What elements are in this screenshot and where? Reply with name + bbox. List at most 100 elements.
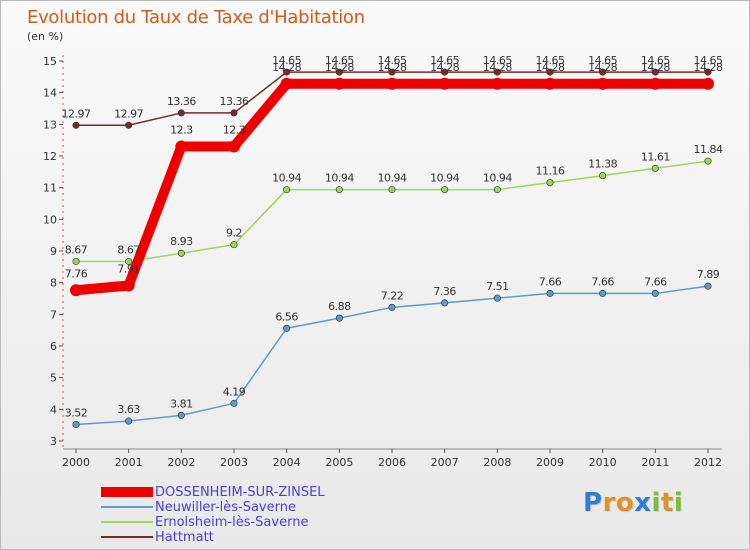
- data-point: [228, 140, 240, 153]
- y-tick-label: 5: [50, 372, 57, 385]
- legend-swatch: [101, 521, 153, 523]
- data-label: 8.67: [65, 243, 88, 256]
- data-point: [704, 157, 712, 165]
- x-tick-label: 2002: [167, 456, 195, 469]
- data-point: [230, 241, 238, 249]
- data-label: 14.65: [272, 54, 301, 67]
- data-point: [704, 282, 712, 290]
- data-label: 14.65: [588, 54, 617, 67]
- data-label: 6.56: [275, 310, 298, 323]
- logo-letter: P: [583, 488, 603, 518]
- data-point: [546, 289, 554, 297]
- data-point: [491, 77, 504, 90]
- y-tick-label: 9: [50, 245, 57, 258]
- x-tick-label: 2000: [62, 456, 90, 469]
- logo-letter: o: [615, 488, 635, 518]
- y-tick-label: 10: [43, 213, 57, 226]
- data-label: 11.61: [641, 150, 670, 163]
- data-label: 14.28: [694, 61, 723, 74]
- data-point: [388, 186, 396, 194]
- data-point: [283, 324, 291, 332]
- y-tick-label: 11: [43, 182, 57, 195]
- data-point: [386, 77, 398, 90]
- data-point: [441, 186, 449, 194]
- y-tick-label: 3: [50, 435, 57, 448]
- data-point: [388, 303, 396, 311]
- data-point: [651, 164, 659, 172]
- data-label: 7.91: [117, 263, 140, 276]
- legend-item-hattmatt: Hattmatt: [99, 530, 499, 545]
- data-label: 10.94: [378, 172, 407, 185]
- data-label: 9.2: [226, 227, 242, 240]
- data-label: 12.97: [62, 107, 91, 120]
- data-point: [70, 284, 82, 297]
- data-point: [72, 121, 80, 129]
- logo-letter: t: [660, 488, 674, 518]
- data-point: [72, 257, 80, 265]
- data-label: 10.94: [483, 172, 512, 185]
- legend-item-dossenheim: DOSSENHEIM-SUR-ZINSEL: [99, 485, 499, 500]
- data-point: [596, 77, 609, 90]
- data-label: 4.19: [223, 385, 246, 398]
- data-point: [125, 121, 133, 129]
- y-tick-label: 6: [50, 340, 57, 353]
- data-label: 13.36: [220, 95, 249, 108]
- y-tick-label: 15: [43, 55, 57, 68]
- data-point: [280, 77, 293, 90]
- data-label: 7.66: [644, 275, 667, 288]
- data-point: [651, 68, 659, 76]
- x-tick-label: 2001: [115, 456, 143, 469]
- data-label: 7.51: [486, 280, 509, 293]
- x-tick-label: 2005: [325, 456, 353, 469]
- data-label: 14.28: [378, 61, 407, 74]
- data-point: [125, 417, 133, 425]
- y-tick-label: 4: [50, 403, 57, 416]
- legend-label: DOSSENHEIM-SUR-ZINSEL: [155, 485, 325, 500]
- chart-title: Evolution du Taux de Taxe d'Habitation: [27, 7, 365, 28]
- y-tick-label: 12: [43, 150, 57, 163]
- legend-item-ernolsheim: Ernolsheim-lès-Saverne: [99, 515, 499, 530]
- data-label: 3.52: [65, 407, 88, 420]
- data-label: 14.28: [641, 61, 670, 74]
- data-label: 10.94: [325, 172, 354, 185]
- legend-label: Hattmatt: [155, 530, 214, 545]
- data-label: 12.3: [223, 124, 246, 137]
- data-label: 14.28: [325, 61, 354, 74]
- data-label: 10.94: [272, 172, 301, 185]
- data-label: 14.28: [430, 61, 459, 74]
- legend-swatch: [101, 487, 153, 497]
- data-point: [438, 77, 451, 90]
- data-label: 12.3: [170, 124, 193, 137]
- data-label: 7.36: [433, 285, 456, 298]
- data-point: [493, 186, 501, 194]
- data-label: 7.66: [591, 275, 614, 288]
- data-label: 14.28: [536, 61, 565, 74]
- x-tick-label: 2006: [378, 456, 406, 469]
- data-point: [599, 172, 607, 180]
- data-point: [175, 140, 188, 153]
- data-label: 7.66: [539, 275, 562, 288]
- data-label: 10.94: [430, 172, 459, 185]
- data-label: 14.28: [272, 61, 301, 74]
- proxiti-logo: Proxiti: [583, 488, 683, 518]
- data-label: 11.16: [536, 165, 565, 178]
- y-tick-label: 14: [43, 87, 57, 100]
- data-label: 14.65: [536, 54, 565, 67]
- y-tick-label: 7: [50, 308, 57, 321]
- data-point: [546, 68, 554, 76]
- data-point: [544, 77, 556, 90]
- data-label: 14.65: [325, 54, 354, 67]
- data-label: 13.36: [167, 95, 196, 108]
- data-point: [283, 68, 291, 76]
- data-label: 8.67: [117, 243, 140, 256]
- data-point: [651, 289, 659, 297]
- data-label: 12.97: [114, 107, 143, 120]
- data-label: 8.93: [170, 235, 193, 248]
- data-label: 11.84: [694, 143, 723, 156]
- x-tick-label: 2009: [536, 456, 564, 469]
- data-point: [704, 68, 712, 76]
- data-point: [335, 68, 343, 76]
- data-label: 3.81: [170, 397, 193, 410]
- data-point: [283, 186, 291, 194]
